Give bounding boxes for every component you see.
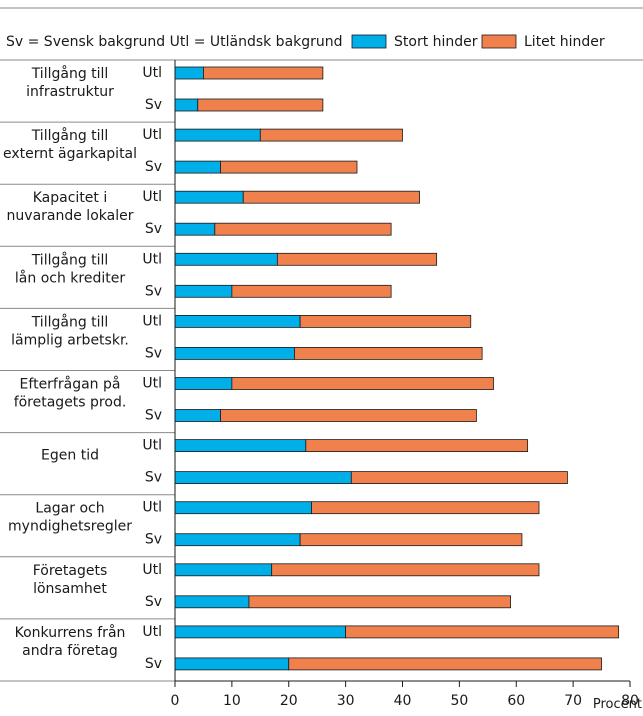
bar-group-label: Utl: [142, 127, 162, 143]
x-tick-label: 20: [280, 693, 298, 709]
bar-stort-hinder: [174, 563, 273, 577]
legend-note: Sv = Svensk bakgrund Utl = Utländsk bakg…: [6, 34, 343, 50]
bar-group-label: Sv: [145, 97, 162, 113]
bar-group-label: Sv: [145, 594, 162, 610]
bar-stort-hinder: [174, 657, 290, 671]
bar-litet-hinder: [231, 284, 392, 298]
bar-group-label: Utl: [142, 624, 162, 640]
category-label: Efterfrågan på: [20, 376, 121, 393]
bar-group-label: Sv: [145, 283, 162, 299]
bar-litet-hinder: [214, 222, 392, 236]
bar-litet-hinder: [305, 439, 529, 453]
category-label: Konkurrens från: [15, 624, 126, 641]
bar-group-label: Sv: [145, 408, 162, 424]
bar-stort-hinder: [174, 533, 301, 547]
bar-stort-hinder: [174, 409, 221, 422]
bar-group-label: Sv: [145, 532, 162, 548]
x-tick-label: 50: [450, 693, 468, 709]
bar-stort-hinder: [174, 284, 233, 298]
x-tick-label: 80: [621, 693, 639, 709]
bar-group-label: Sv: [145, 470, 162, 486]
category-label: Företagets: [33, 563, 108, 579]
plot-area: Tillgång till infrastruktur Utl Sv Tillgång …: [0, 59, 643, 682]
bar-group-label: Utl: [142, 562, 162, 578]
category-label: externt ägarkapital: [3, 146, 137, 162]
bar-group-label: Utl: [142, 438, 162, 454]
bar-litet-hinder: [220, 160, 358, 174]
bar-stort-hinder: [174, 160, 221, 174]
bar-stort-hinder: [174, 625, 347, 639]
bar-group-label: Utl: [142, 65, 162, 81]
x-tick-label: 30: [337, 693, 355, 709]
category-label: Tillgång till: [31, 251, 109, 268]
x-tick-label: 0: [171, 693, 180, 709]
bar-litet-hinder: [288, 657, 602, 671]
x-tick-label: 70: [564, 693, 582, 709]
bar-stort-hinder: [174, 501, 312, 515]
category-label: Kapacitet i: [33, 190, 108, 206]
bar-group-label: Sv: [145, 345, 162, 361]
bar-litet-hinder: [299, 533, 523, 547]
category-label: lämplig arbetskr.: [11, 332, 129, 348]
bar-stort-hinder: [174, 314, 301, 328]
category-label: Lagar och: [35, 501, 104, 517]
x-tick-label: 40: [394, 693, 412, 709]
bar-stort-hinder: [174, 128, 261, 142]
bar-stort-hinder: [174, 377, 233, 390]
category-label: Egen tid: [41, 448, 99, 464]
category-label: företagets prod.: [14, 395, 127, 411]
x-axis: 0 10 20 30 40 50 60 70 80: [171, 680, 639, 709]
category-label: lån och krediter: [15, 269, 125, 286]
category-label: infrastruktur: [26, 84, 114, 100]
bar-stort-hinder: [174, 98, 199, 112]
bar-litet-hinder: [242, 190, 420, 204]
x-tick-label: 10: [223, 693, 241, 709]
bar-stort-hinder: [174, 439, 307, 453]
category-label: Tillgång till: [31, 313, 109, 330]
bar-group-label: Utl: [142, 251, 162, 267]
bar-litet-hinder: [276, 252, 438, 266]
bar-group-label: Utl: [142, 313, 162, 329]
x-axis-label: Procent: [593, 697, 642, 712]
bar-litet-hinder: [271, 563, 540, 577]
bar-litet-hinder: [345, 625, 620, 639]
bar-litet-hinder: [231, 377, 494, 390]
bar-litet-hinder: [197, 98, 324, 112]
bar-stort-hinder: [174, 346, 295, 360]
bar-litet-hinder: [299, 314, 472, 328]
bar-litet-hinder: [294, 346, 483, 360]
bar-litet-hinder: [350, 471, 568, 485]
category-label: myndighetsregler: [8, 519, 132, 535]
bar-group-label: Utl: [142, 500, 162, 516]
legend: Stort hinder Litet hinder: [351, 34, 605, 50]
bar-litet-hinder: [311, 501, 540, 515]
bar-stort-hinder: [174, 222, 216, 236]
bar-group-label: Sv: [145, 656, 162, 672]
bar-litet-hinder: [259, 128, 403, 142]
category-label: nuvarande lokaler: [7, 208, 134, 224]
bar-group-label: Sv: [145, 159, 162, 175]
bar-group-label: Sv: [145, 221, 162, 237]
bar-stort-hinder: [174, 252, 278, 266]
category-label: lönsamhet: [33, 581, 107, 597]
legend-label-0: Stort hinder: [394, 34, 478, 50]
legend-swatch-0: [351, 34, 387, 49]
category-label: Tillgång till: [31, 65, 109, 82]
bar-stort-hinder: [174, 595, 250, 609]
category-label: andra företag: [22, 643, 118, 659]
category-label: Tillgång till: [31, 127, 109, 144]
x-tick-label: 60: [507, 693, 525, 709]
legend-label-1: Litet hinder: [524, 34, 605, 50]
bar-stort-hinder: [174, 190, 244, 204]
bar-litet-hinder: [203, 66, 324, 80]
bar-stort-hinder: [174, 66, 204, 80]
bar-group-label: Utl: [142, 189, 162, 205]
bar-group-label: Utl: [142, 376, 162, 392]
bar-litet-hinder: [248, 595, 511, 609]
legend-swatch-1: [481, 34, 517, 49]
bar-litet-hinder: [220, 409, 477, 422]
bar-stort-hinder: [174, 471, 352, 485]
